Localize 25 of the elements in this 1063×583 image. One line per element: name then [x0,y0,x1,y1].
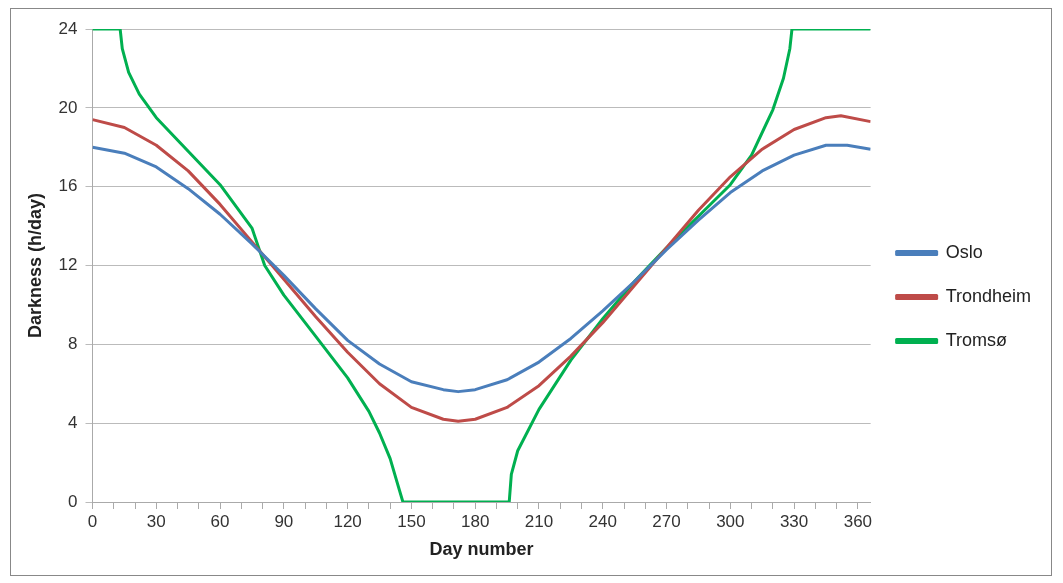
x-tick-label: 120 [333,511,362,531]
y-tick-label: 8 [68,334,78,354]
legend-label: Trondheim [945,285,1032,306]
x-tick-label: 180 [461,511,490,531]
x-axis-title: Day number [429,539,534,560]
x-tick-label: 0 [87,511,98,531]
y-tick-label: 0 [68,491,78,511]
x-tick-label: 90 [274,511,294,531]
x-tick-label: 300 [716,511,745,531]
y-tick-label: 12 [58,255,78,275]
x-tick-label: 150 [397,511,426,531]
x-tick-label: 360 [843,511,873,531]
legend-label: Oslo [945,241,983,262]
x-tick-label: 210 [524,511,554,531]
y-tick-label: 20 [58,97,78,117]
legend-label: Tromsø [945,329,1007,350]
x-tick-label: 60 [210,511,230,531]
y-tick-label: 4 [68,412,78,432]
x-tick-label: 270 [652,511,681,531]
y-tick-label: 16 [58,176,78,196]
x-tick-label: 30 [146,511,166,531]
y-axis-title: Darkness (h/day) [24,192,45,339]
x-tick-label: 240 [588,511,617,531]
y-tick-label: 24 [58,18,78,38]
x-tick-label: 330 [779,511,809,531]
